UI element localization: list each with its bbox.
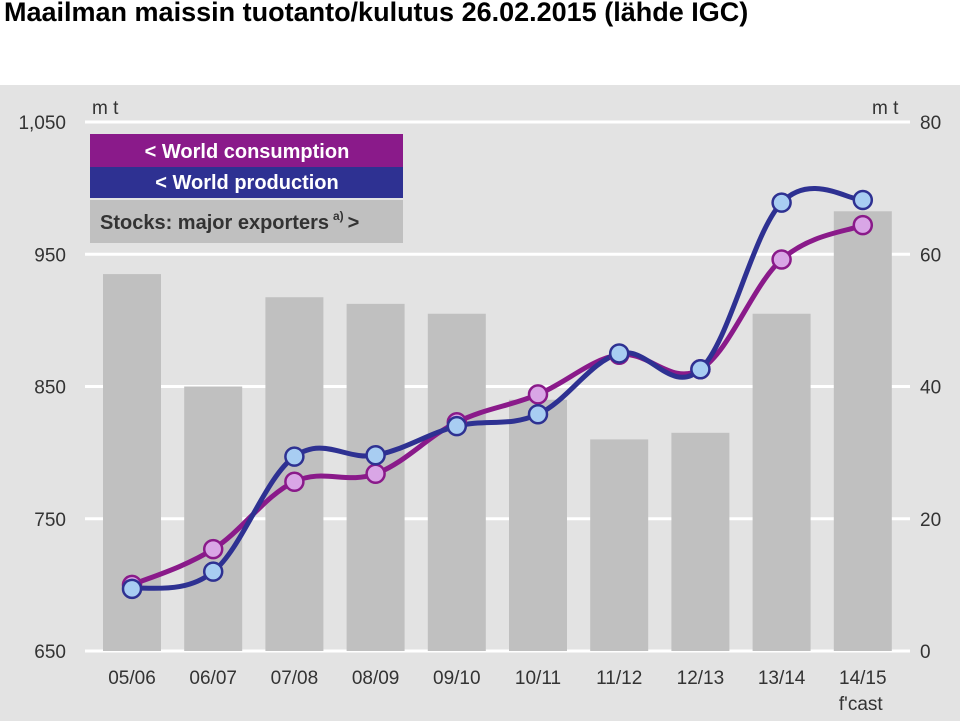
right-axis-unit: m t (872, 98, 899, 119)
left-axis: 650 750 850 950 1,050 (18, 113, 66, 663)
stock-bar (427, 313, 486, 651)
series-markers (121, 189, 874, 600)
series-point-0 (202, 538, 224, 560)
series-point-1 (284, 446, 305, 467)
x-tick-label: 12/13 (677, 668, 725, 689)
series-point-1 (446, 415, 468, 437)
x-tick-label: 05/06 (108, 668, 156, 689)
right-tick-label: 60 (920, 245, 941, 266)
series-line-1 (131, 186, 864, 592)
legend-production-swatch (90, 167, 403, 198)
x-axis: 05/06 06/07 07/08 08/09 09/10 10/11 11/12 12/13… (108, 668, 886, 715)
x-tick-label: 14/15 (839, 668, 887, 689)
x-tick-label: 08/09 (352, 668, 400, 689)
stock-bar (671, 432, 730, 651)
series-point-1 (202, 561, 224, 582)
stock-bar (509, 399, 567, 651)
legend-stocks-superscript: a) (333, 209, 344, 223)
series-point-1 (527, 404, 549, 425)
left-tick-label: 950 (34, 245, 66, 266)
series-point-0 (771, 249, 792, 270)
right-tick-label: 0 (920, 642, 931, 663)
legend-consumption-label: < World consumption (145, 141, 350, 163)
series-point-0 (852, 214, 874, 236)
stock-bar (752, 313, 811, 651)
right-tick-label: 20 (920, 510, 941, 531)
series-point-1 (852, 189, 874, 211)
series-point-0 (365, 463, 386, 485)
stock-bar (184, 386, 243, 651)
legend-consumption-swatch (90, 134, 403, 167)
right-tick-label: 40 (920, 378, 941, 399)
series-point-0 (527, 384, 549, 405)
x-tick-label: 06/07 (189, 668, 237, 689)
stock-bar (833, 211, 892, 652)
series-point-1 (608, 343, 630, 364)
series-point-0 (284, 471, 305, 492)
legend-stocks-swatch (90, 200, 403, 243)
x-tick-label: 09/10 (433, 668, 481, 689)
left-tick-label: 850 (34, 378, 66, 399)
series-point-1 (690, 359, 711, 380)
legend: < World consumption < World production S… (90, 134, 403, 243)
x-tick-label: 11/12 (596, 668, 642, 689)
chart-title: Maailman maissin tuotanto/kulutus 26.02.… (4, 0, 749, 27)
series-point-1 (771, 192, 792, 213)
right-axis: 0 20 40 60 80 (920, 113, 941, 663)
left-tick-label: 1,050 (18, 113, 66, 134)
x-tick-label: 07/08 (271, 668, 319, 689)
legend-production-label: < World production (155, 172, 339, 194)
series-point-1 (121, 578, 143, 600)
left-tick-label: 750 (34, 510, 66, 531)
right-tick-label: 80 (920, 113, 941, 134)
series-lines (130, 186, 864, 592)
stock-bar (590, 439, 649, 651)
legend-stocks-suffix: > (348, 212, 360, 234)
legend-stocks-name: Stocks: major exporters (100, 212, 329, 234)
x-tick-label: 10/11 (515, 668, 561, 689)
x-tick-label: 13/14 (758, 668, 806, 689)
legend-stocks-label: Stocks: major exporters a) > (100, 209, 359, 234)
left-tick-label: 650 (34, 642, 66, 663)
series-point-1 (365, 445, 386, 466)
left-axis-unit: m t (92, 98, 119, 119)
x-tick-sublabel: f'cast (839, 694, 883, 715)
